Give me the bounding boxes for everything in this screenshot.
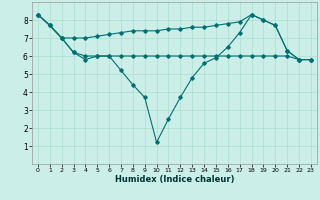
X-axis label: Humidex (Indice chaleur): Humidex (Indice chaleur) (115, 175, 234, 184)
